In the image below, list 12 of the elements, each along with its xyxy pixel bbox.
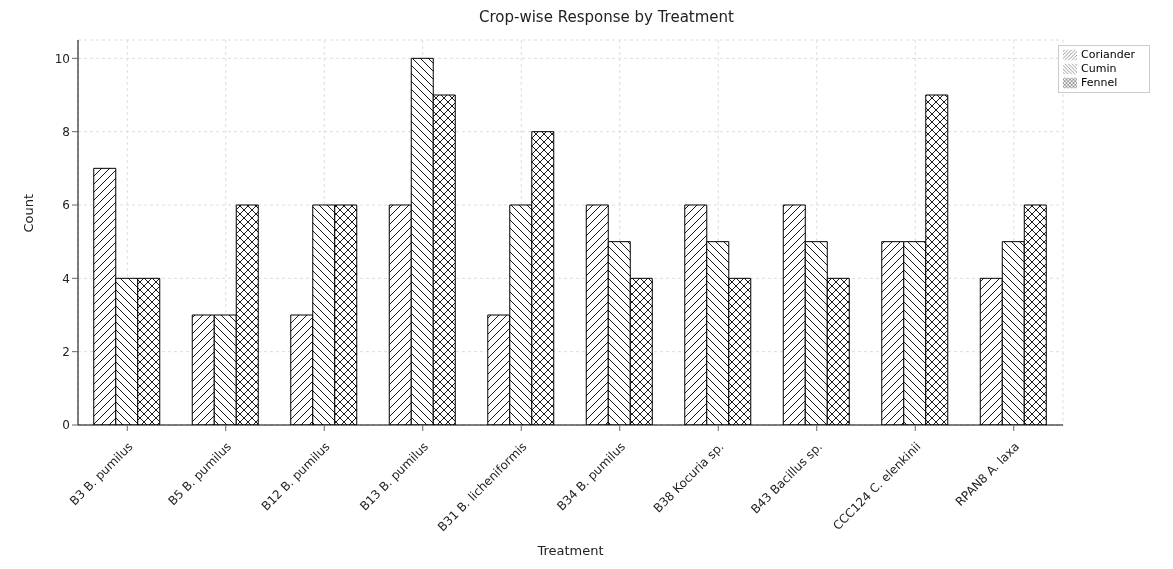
chart-title: Crop-wise Response by Treatment — [478, 8, 735, 28]
y-tick-label: 2 — [62, 344, 70, 359]
y-tick-label: 6 — [62, 198, 70, 213]
x-axis-title: Treatment — [536, 543, 604, 558]
y-axis-title: Count — [20, 193, 36, 233]
y-tick-label: 8 — [62, 124, 70, 139]
y-tick-label: 10 — [54, 51, 70, 66]
legend-label: Fennel — [1081, 76, 1118, 89]
y-tick-label: 4 — [62, 271, 70, 286]
legend-label: Coriander — [1081, 48, 1135, 61]
y-tick-label: 0 — [62, 418, 70, 433]
legend-label: Cumin — [1081, 62, 1117, 75]
